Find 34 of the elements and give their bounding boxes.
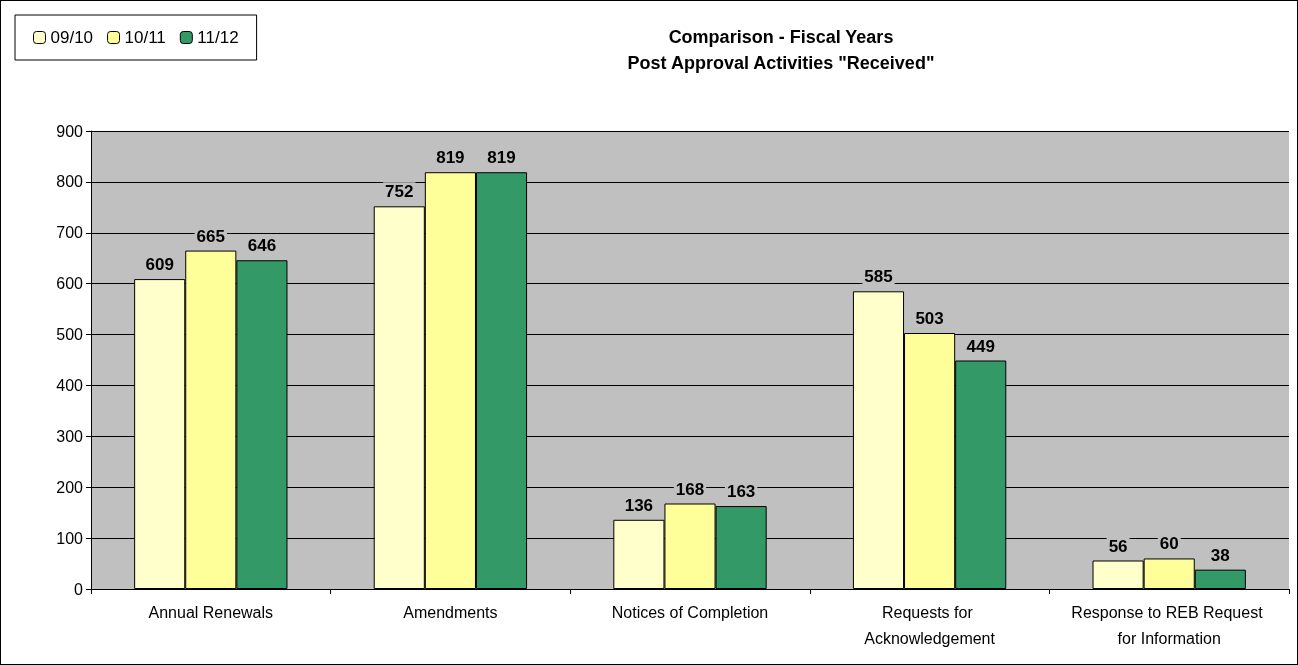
data-label: 819 bbox=[487, 148, 516, 168]
data-label: 136 bbox=[624, 495, 654, 515]
data-label: 585 bbox=[864, 267, 893, 287]
data-label: 503 bbox=[915, 309, 944, 329]
y-tick-label: 400 bbox=[56, 376, 84, 394]
y-tick-label: 300 bbox=[56, 427, 84, 445]
legend-label: 10/11 bbox=[124, 28, 166, 47]
y-tick-label: 600 bbox=[56, 275, 84, 293]
x-tick-label: Requests for Acknowledgement bbox=[864, 603, 996, 647]
data-label: 609 bbox=[145, 255, 174, 275]
data-label: 665 bbox=[196, 226, 225, 246]
data-label: 168 bbox=[675, 479, 705, 499]
y-tick-label: 900 bbox=[56, 122, 84, 140]
data-label: 38 bbox=[1210, 545, 1230, 565]
y-tick-label: 0 bbox=[74, 580, 84, 598]
y-tick-label: 200 bbox=[56, 478, 84, 496]
chart-title: Comparison - Fiscal Years Post Approval Activities "Received" bbox=[627, 27, 935, 73]
data-label: 60 bbox=[1159, 534, 1179, 554]
data-label: 752 bbox=[385, 182, 414, 202]
y-tick-label: 500 bbox=[56, 326, 84, 344]
x-tick-label: Notices of Completion bbox=[611, 603, 769, 621]
data-label: 646 bbox=[247, 236, 277, 256]
data-label: 56 bbox=[1108, 536, 1128, 556]
y-tick-label: 100 bbox=[56, 529, 84, 547]
x-tick-label: Response to REB Request for Information bbox=[1071, 603, 1268, 647]
y-tick-label: 800 bbox=[56, 173, 84, 191]
legend-label: 11/12 bbox=[197, 28, 239, 47]
x-tick-label: Amendments bbox=[403, 603, 498, 621]
data-label: 163 bbox=[726, 482, 756, 502]
legend-label: 09/10 bbox=[50, 28, 94, 47]
x-tick-label: Annual Renewals bbox=[148, 603, 274, 621]
data-label: 819 bbox=[436, 148, 465, 168]
data-label: 449 bbox=[966, 336, 995, 356]
y-tick-label: 700 bbox=[56, 224, 84, 242]
